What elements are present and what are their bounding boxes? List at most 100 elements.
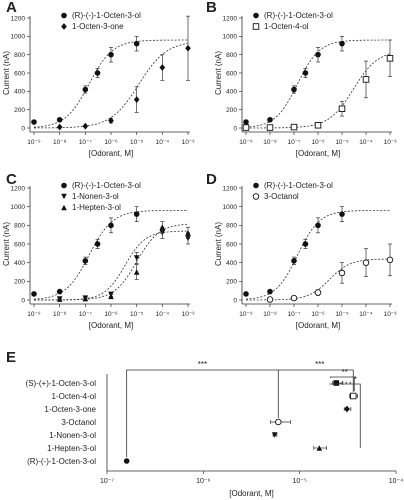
panel-c: C 0 200 400 600 800 1000 1200 10⁻⁹ 10⁻⁸ 10⁻⁷ 10⁻⁶ 10…	[2, 171, 195, 330]
panel-letter: B	[206, 0, 217, 16]
fit-curve	[34, 223, 189, 301]
data-point	[56, 116, 63, 123]
y-tick-label: 1000	[223, 204, 238, 211]
x-axis-label: [Odorant, M]	[296, 149, 340, 158]
data-point	[344, 405, 350, 413]
x-tick-label: 10⁻⁷	[79, 311, 93, 318]
data-point	[159, 64, 166, 71]
legend-label: 1-Hepten-3-ol	[72, 203, 121, 212]
data-point	[315, 51, 321, 58]
legend-marker	[252, 23, 260, 30]
data-point	[242, 124, 250, 131]
x-axis-label: [Odorant, M]	[89, 149, 133, 158]
legend-label: (R)-(-)-1-Octen-3-ol	[72, 11, 141, 20]
y-tick-label: 600	[14, 70, 25, 77]
y-tick-label: 0	[21, 297, 25, 304]
asterisk-mark: *	[341, 382, 344, 388]
data-point	[386, 256, 394, 264]
y-tick-label: 0	[233, 125, 237, 132]
x-tick-label: 10⁻⁷	[79, 139, 93, 146]
category-label: (R)-(-)-1-Octen-3-ol	[27, 457, 96, 466]
x-tick-label: 10⁻⁴	[156, 311, 170, 318]
data-point	[82, 122, 89, 130]
y-tick-label: 0	[21, 125, 25, 132]
x-tick-label: 10⁻⁶	[311, 311, 325, 318]
data-point	[339, 40, 345, 47]
series-1-octen-3-one: 1-Octen-3-one	[33, 15, 191, 131]
category-label: 1-Octen-4-ol	[52, 392, 97, 401]
x-tick-label: 10⁻⁵	[335, 311, 349, 318]
x-tick-label: 10⁻³	[182, 311, 196, 318]
data-point	[314, 121, 322, 129]
data-point	[333, 380, 340, 386]
data-point	[82, 295, 89, 302]
y-tick-label: 600	[226, 241, 237, 248]
legend-marker	[61, 182, 67, 189]
data-point	[291, 86, 297, 93]
y-tick-label: 800	[14, 223, 25, 230]
data-point	[275, 418, 282, 426]
series-r-1-octen-3-ol: (R)-(-)-1-Octen-3-ol	[243, 181, 390, 300]
series-3-octanol: 3-Octanol	[246, 192, 394, 303]
data-point	[338, 269, 346, 277]
asterisk-mark: *	[349, 382, 352, 388]
y-tick-label: 200	[226, 279, 237, 286]
data-point	[133, 255, 140, 261]
legend-label: 3-Octanol	[264, 192, 299, 201]
x-tick-label: 10⁻³	[182, 139, 196, 146]
significance-label: **	[342, 368, 348, 377]
x-tick-label: 10⁻⁹	[27, 139, 41, 146]
data-point	[159, 224, 166, 230]
data-point	[31, 291, 37, 297]
data-point	[338, 105, 346, 112]
data-point	[315, 222, 321, 229]
category-label: 1-Octen-3-one	[44, 405, 96, 414]
data-point	[314, 289, 322, 296]
x-tick-label: 10⁻⁷	[100, 478, 114, 485]
y-tick-label: 200	[14, 279, 25, 286]
category-label: (S)-(+)-1-Octen-3-ol	[26, 379, 97, 388]
y-tick-label: 800	[226, 223, 237, 230]
y-tick-label: 1200	[11, 15, 26, 22]
bracket	[126, 369, 279, 457]
point-1-hepten-3-ol	[313, 445, 327, 451]
data-point	[266, 124, 274, 131]
panel-letter: D	[206, 171, 217, 188]
y-tick-label: 400	[226, 260, 237, 267]
y-tick-label: 800	[14, 52, 25, 59]
data-point	[94, 241, 101, 247]
data-point	[185, 230, 191, 236]
panel-b: B 0 200 400 600 800 1000 1200 10⁻⁹ 10⁻⁸ 10⁻⁷ 10⁻⁶ 10…	[206, 0, 397, 158]
x-tick-label: 10⁻⁹	[27, 311, 41, 318]
x-tick-label: 10⁻⁵	[292, 478, 306, 485]
data-point	[108, 293, 114, 300]
x-tick-label: 10⁻⁴	[359, 139, 373, 146]
data-point	[56, 296, 63, 302]
fit-curve	[245, 210, 390, 300]
x-tick-label: 10⁻³	[384, 139, 398, 146]
data-point	[271, 432, 278, 438]
point-3-octanol	[270, 418, 291, 426]
y-tick-label: 1200	[11, 185, 26, 192]
y-tick-label: 200	[14, 107, 25, 114]
asterisk-mark: *	[345, 382, 348, 388]
significance-brackets: *** ******* * *	[126, 360, 361, 457]
panel-e: E 10⁻⁷ 10⁻⁶ 10⁻⁵ 10⁻⁴ [Odorant, M] (S)-(+)-1-O…	[6, 349, 403, 498]
data-point	[133, 269, 140, 275]
legend-marker	[252, 193, 260, 200]
y-tick-label: 1200	[223, 185, 238, 192]
x-tick-label: 10⁻⁵	[335, 139, 349, 146]
y-tick-label: 0	[233, 297, 237, 304]
data-point	[386, 55, 394, 62]
data-point	[108, 117, 114, 125]
x-tick-label: 10⁻⁴	[156, 139, 170, 146]
category-label: 3-Octanol	[61, 418, 96, 427]
data-point	[94, 70, 101, 76]
data-point	[243, 291, 249, 297]
x-tick-label: 10⁻³	[384, 311, 398, 318]
data-point	[133, 40, 140, 47]
data-point	[108, 51, 114, 58]
legend-marker	[61, 12, 67, 19]
panel-a: A 0 200 400 600 800 1000 1200 10⁻⁹ 10⁻⁸ 10⁻⁷ 10⁻⁶ 10…	[2, 0, 195, 158]
